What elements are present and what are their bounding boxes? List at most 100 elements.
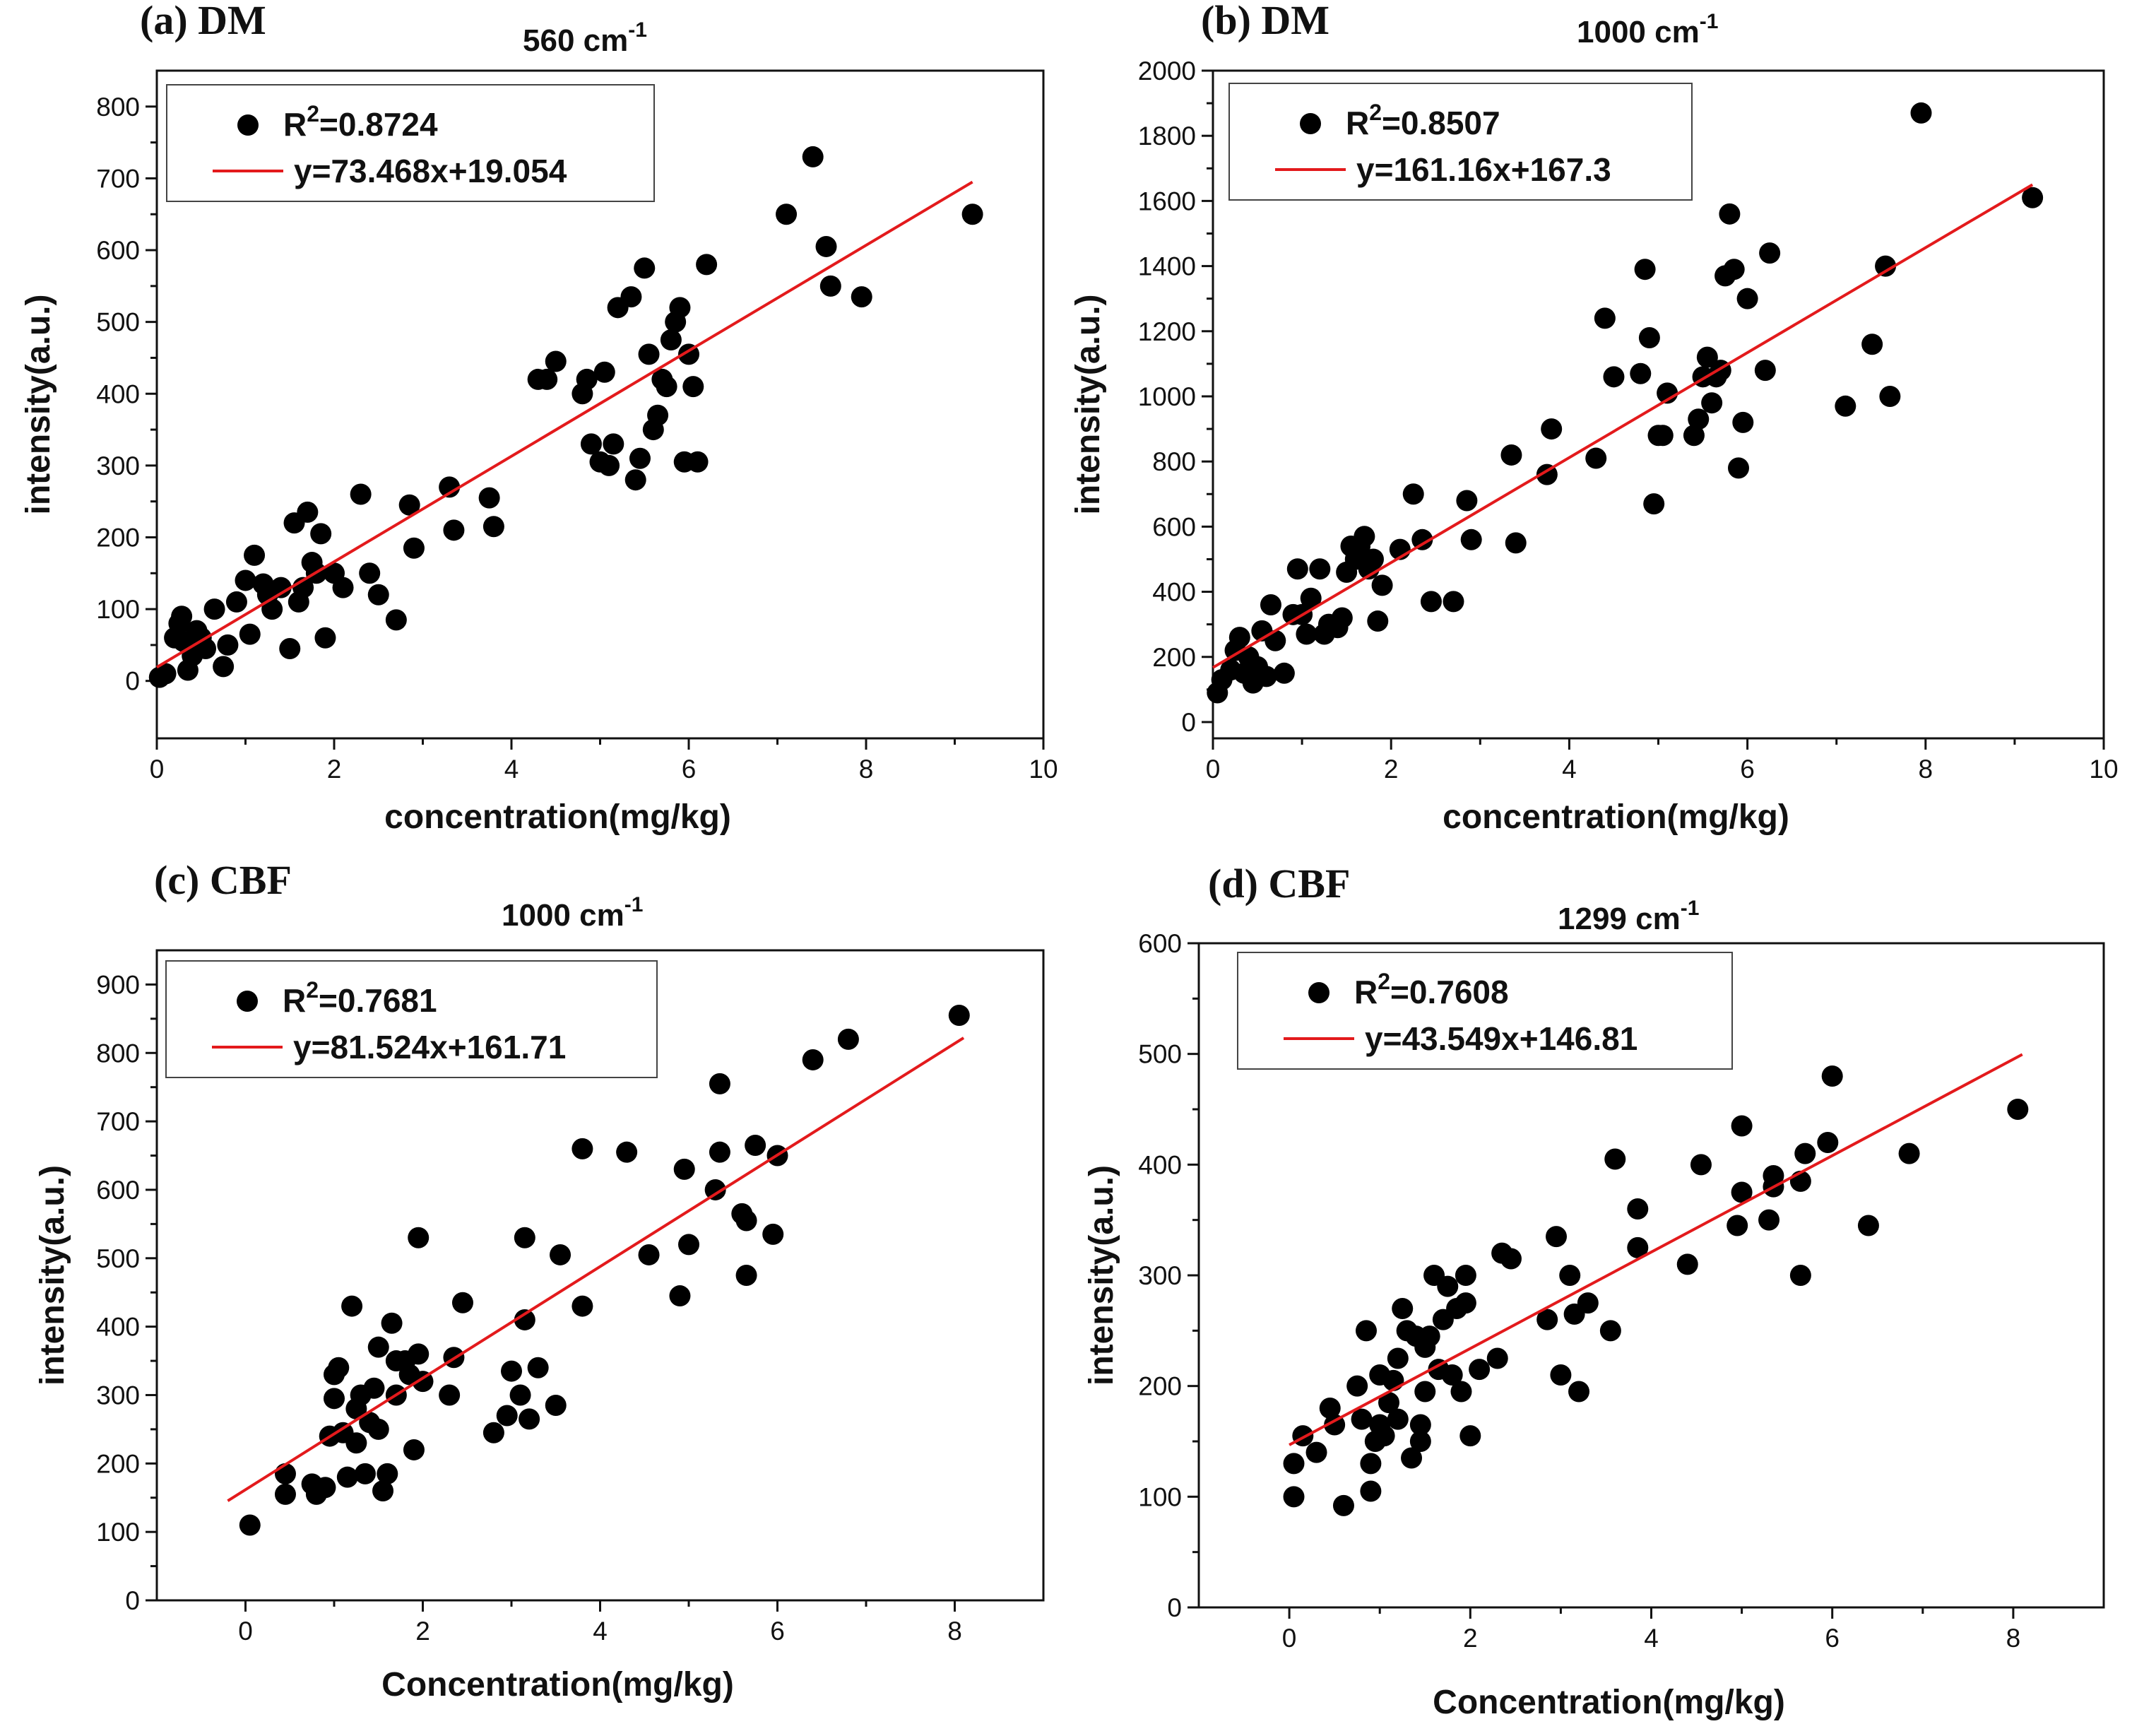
data-point — [620, 286, 642, 308]
data-point — [1354, 526, 1375, 548]
legend-r-squared: R2=0.7681 — [283, 977, 437, 1019]
wavenumber-text: 1000 cm — [502, 898, 624, 933]
data-point — [1387, 1408, 1409, 1430]
y-axis-label: intensity(a.u.) — [1083, 1165, 1120, 1386]
data-point — [647, 404, 669, 426]
data-point — [203, 598, 225, 620]
data-point — [1283, 1486, 1305, 1508]
data-point — [1541, 418, 1563, 440]
data-point — [1758, 1209, 1780, 1231]
data-point — [673, 1158, 695, 1180]
data-point — [1346, 1375, 1368, 1397]
data-point — [696, 254, 718, 276]
data-point — [377, 1463, 398, 1484]
data-point — [367, 584, 389, 606]
data-point — [2022, 187, 2044, 208]
legend-r-prefix: R — [283, 982, 306, 1019]
wavenumber-title: 560 cm-1 — [523, 18, 647, 58]
data-point — [1411, 529, 1433, 550]
data-point — [314, 1477, 336, 1499]
data-point — [274, 1483, 296, 1505]
wavenumber-text: 560 cm — [523, 23, 628, 58]
y-tick-label: 100 — [1138, 1482, 1182, 1511]
data-point — [1545, 1226, 1567, 1248]
data-point — [408, 1343, 430, 1365]
data-point — [225, 591, 247, 613]
data-point — [310, 523, 332, 545]
legend-r-prefix: R — [1346, 105, 1369, 141]
data-point — [279, 637, 301, 659]
data-point — [372, 1480, 394, 1502]
x-tick-label: 4 — [593, 1617, 608, 1646]
data-point — [1283, 1453, 1305, 1475]
y-tick-label: 1800 — [1138, 122, 1196, 150]
data-point — [1599, 1320, 1621, 1342]
panel-label: (d) CBF — [1208, 861, 1350, 907]
data-point — [802, 1049, 824, 1070]
legend-r-prefix: R — [283, 106, 307, 143]
chart-panel-0: (a) DM 560 cm-10 2 4 6 8 100100200300400500600… — [20, 0, 1058, 836]
legend-point-marker — [1300, 113, 1321, 134]
y-tick-label: 1600 — [1138, 187, 1196, 215]
x-tick-label: 4 — [504, 755, 519, 784]
x-tick-label: 6 — [1825, 1624, 1840, 1653]
fit-line — [1212, 183, 2034, 669]
data-point — [1255, 666, 1277, 687]
data-point — [1331, 607, 1353, 629]
data-point — [1500, 444, 1522, 466]
data-point — [1459, 1425, 1481, 1447]
legend-equation: y=73.468x+19.054 — [294, 153, 567, 189]
data-point — [1731, 1181, 1753, 1203]
data-point — [598, 454, 620, 476]
y-tick-label: 300 — [1138, 1261, 1182, 1290]
wavenumber-exponent: -1 — [624, 893, 644, 916]
data-point — [603, 433, 624, 455]
data-point — [336, 1466, 358, 1488]
legend-equation: y=161.16x+167.3 — [1356, 151, 1611, 188]
x-tick-label: 2 — [1384, 755, 1399, 784]
chart-panel-3: (d) CBF 1299 cm-1 0 2 4 6 8 0 100 200 300 400 500 600… — [1083, 861, 2105, 1721]
wavenumber-exponent: -1 — [1681, 897, 1700, 920]
data-point — [1469, 1359, 1491, 1381]
data-point — [1273, 662, 1295, 684]
x-tick-label: 8 — [947, 1617, 962, 1646]
data-point — [1696, 346, 1718, 368]
data-point — [1292, 1425, 1314, 1447]
data-point — [2007, 1099, 2029, 1120]
data-point — [1910, 102, 1932, 124]
data-point — [545, 350, 567, 372]
data-point — [1688, 408, 1710, 430]
data-point — [851, 286, 872, 308]
data-point — [1657, 382, 1678, 404]
data-point — [819, 275, 841, 297]
data-point — [527, 1357, 549, 1378]
data-point — [1392, 1298, 1414, 1319]
data-point — [1857, 1215, 1879, 1236]
data-point — [155, 663, 177, 685]
data-point — [324, 1388, 345, 1410]
data-point — [660, 329, 682, 351]
x-tick-label: 6 — [770, 1617, 785, 1646]
data-point — [1409, 1431, 1431, 1452]
data-point — [1794, 1142, 1816, 1164]
data-point — [1821, 1065, 1843, 1087]
data-point — [350, 483, 372, 505]
data-point — [745, 1135, 766, 1156]
data-point — [1577, 1292, 1599, 1314]
data-point — [837, 1028, 859, 1050]
data-point — [1817, 1132, 1839, 1153]
data-point — [1676, 1253, 1698, 1275]
legend: R2=0.8507 y=161.16x+167.3 — [1228, 83, 1693, 201]
data-point — [341, 1295, 363, 1317]
data-point — [297, 501, 319, 523]
data-point — [381, 1312, 403, 1334]
data-point — [1736, 288, 1758, 309]
y-tick-label: 0 — [125, 667, 140, 696]
y-tick-label: 800 — [1152, 447, 1196, 476]
y-axis-label: intensity(a.u.) — [20, 294, 57, 514]
data-point — [1362, 548, 1384, 570]
data-point — [1643, 493, 1665, 515]
data-point — [1835, 395, 1856, 417]
x-tick-label: 6 — [1740, 755, 1755, 784]
